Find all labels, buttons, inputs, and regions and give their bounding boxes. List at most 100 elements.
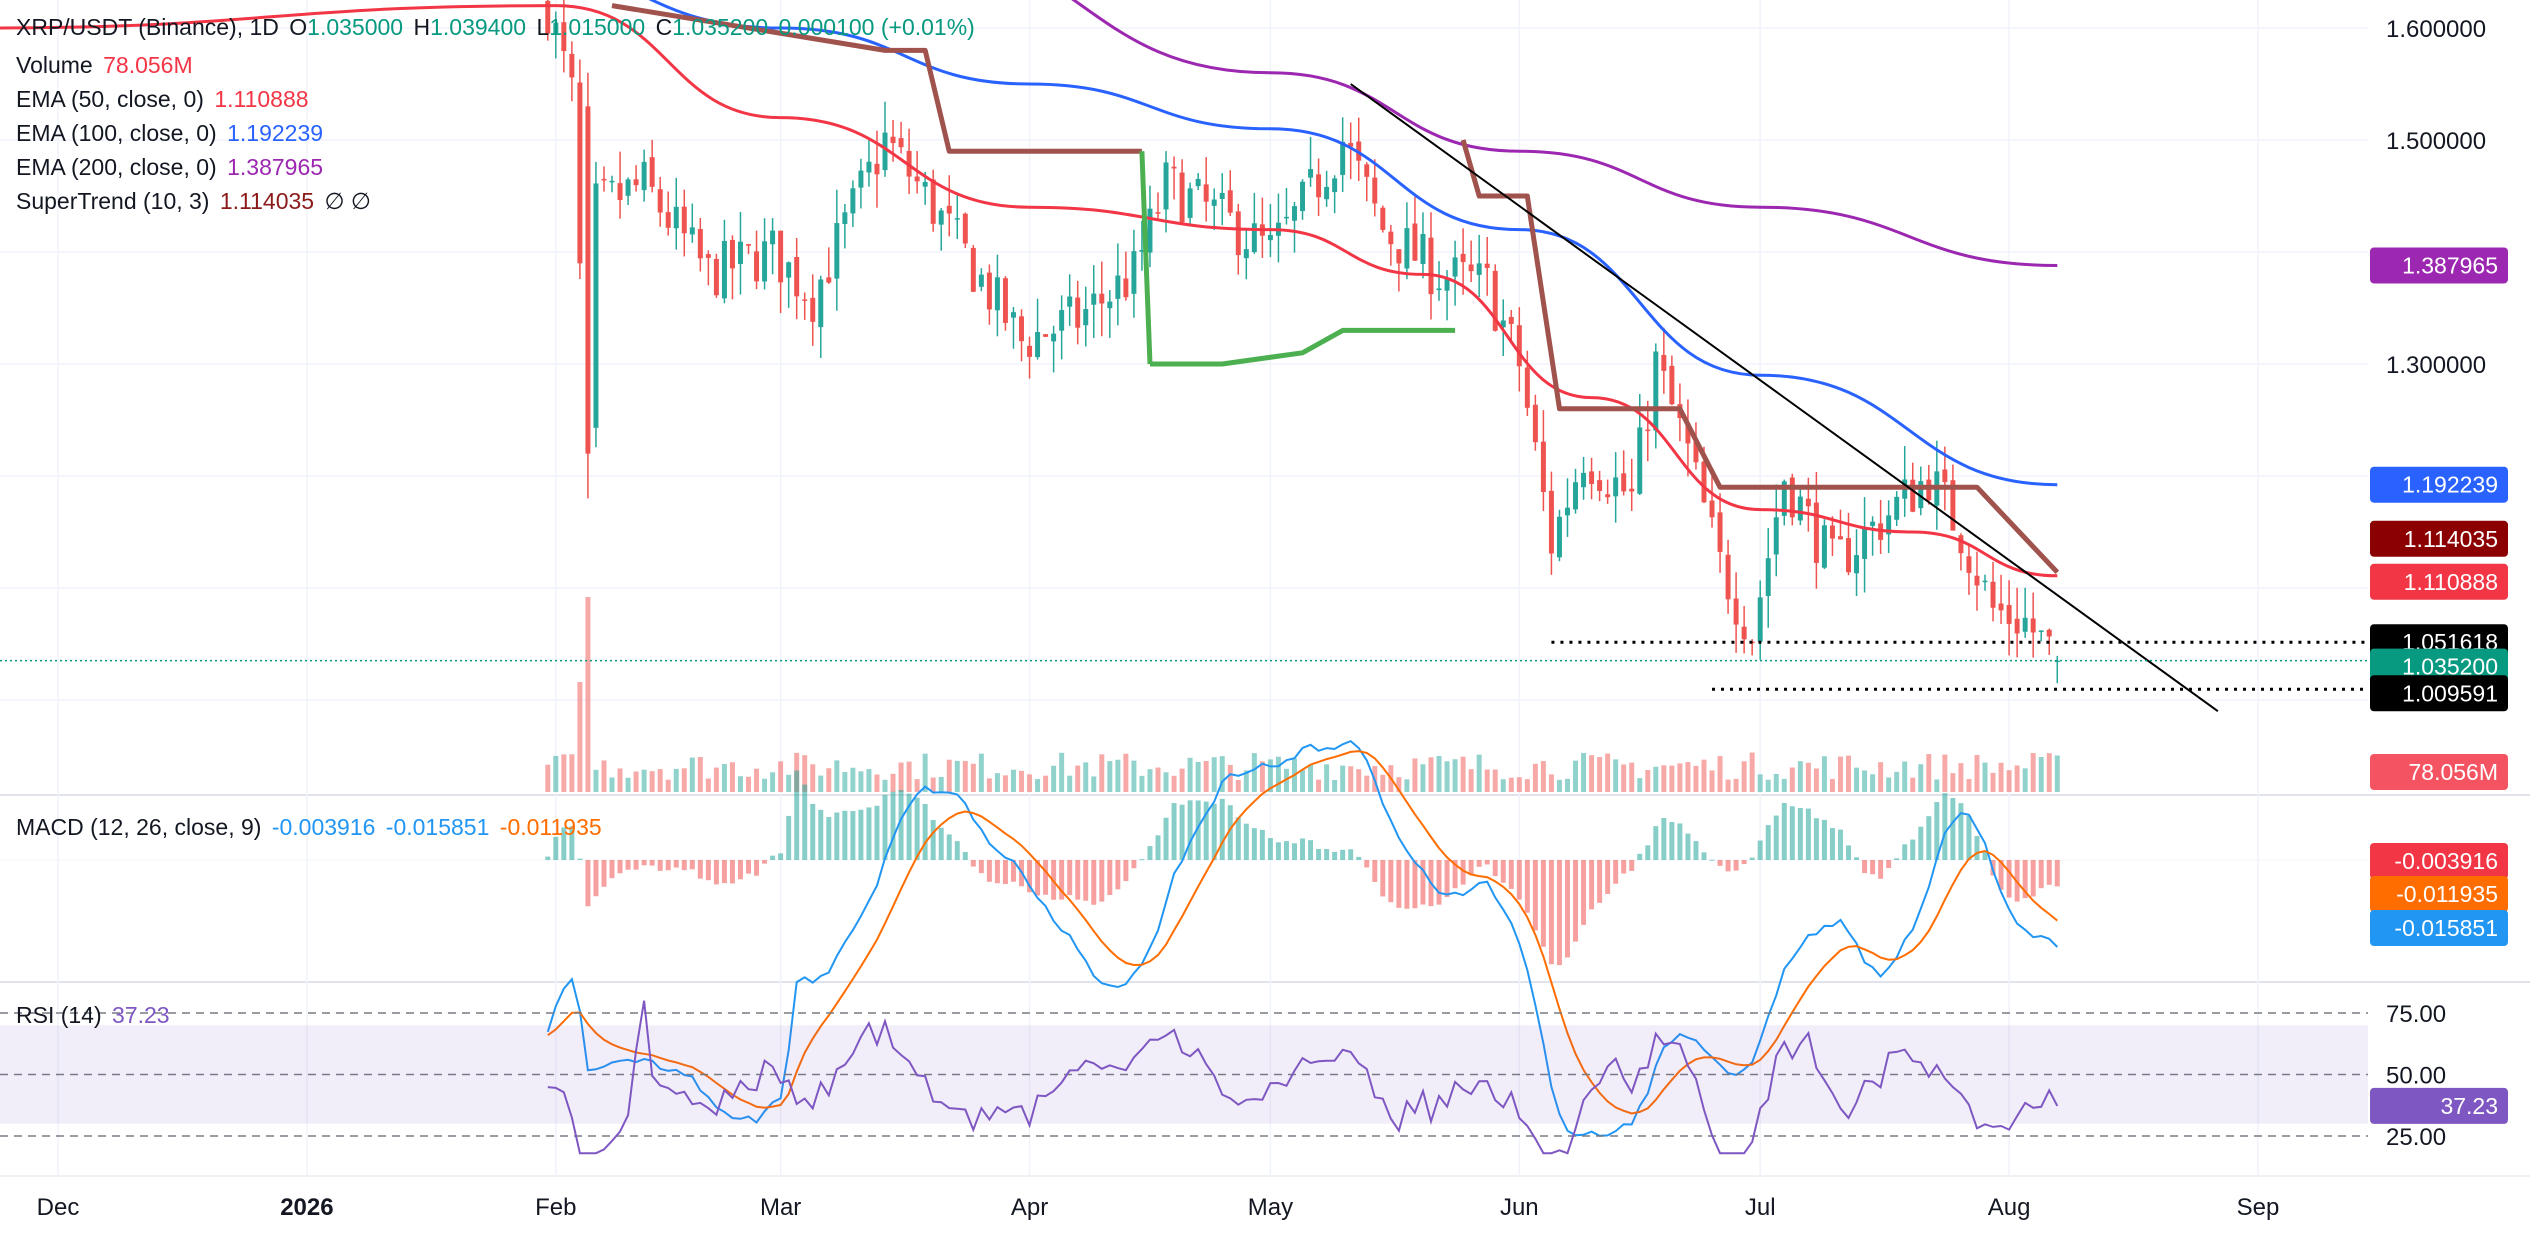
- volume-bar: [1733, 778, 1739, 792]
- volume-bar: [1797, 761, 1803, 792]
- legend-macd[interactable]: MACD (12, 26, close, 9) -0.003916 -0.015…: [16, 814, 606, 841]
- macd-histogram-bar: [1010, 860, 1016, 882]
- candle-body: [1573, 482, 1579, 510]
- macd-pane[interactable]: [0, 739, 2368, 1137]
- volume-badge-text: 78.056M: [2408, 759, 2498, 785]
- support-badge: [2370, 675, 2508, 712]
- macd-histogram-bar: [1805, 808, 1811, 860]
- candle-body: [1010, 312, 1016, 318]
- volume-bar: [1171, 775, 1177, 792]
- volume-bar: [633, 771, 639, 792]
- volume-bar: [890, 773, 896, 792]
- legend-ema50[interactable]: EMA (50, close, 0) 1.110888: [16, 86, 313, 113]
- candle-body: [778, 230, 784, 283]
- ema200-badge: [2370, 247, 2508, 284]
- candle-body: [754, 251, 760, 282]
- volume-bar: [1059, 752, 1065, 792]
- candle-body: [2054, 660, 2060, 663]
- macd-histogram-bar: [1934, 802, 1940, 860]
- candle-body: [585, 106, 591, 454]
- candle-body: [1091, 293, 1097, 305]
- candle-body: [1147, 208, 1153, 253]
- macd-histogram-bar: [1693, 841, 1699, 860]
- volume-bar: [786, 774, 792, 792]
- macd-histogram-bar: [1958, 803, 1964, 860]
- macd-label: MACD (12, 26, close, 9): [16, 814, 262, 840]
- volume-bar: [1235, 779, 1241, 792]
- volume-bar: [729, 762, 735, 792]
- ema200-label: EMA (200, close, 0): [16, 154, 217, 180]
- close-value: 1.035200: [672, 14, 769, 40]
- legend-volume[interactable]: Volume 78.056M: [16, 52, 197, 79]
- volume-bar: [746, 776, 751, 792]
- macd-histogram-bar: [1741, 860, 1747, 865]
- candle-body: [1669, 365, 1675, 405]
- macd-histogram-bar: [1532, 860, 1538, 931]
- candle-body: [737, 241, 743, 265]
- macd-histogram-bar: [1147, 846, 1153, 860]
- macd-histogram-bar: [762, 860, 768, 864]
- macd-histogram-bar: [1380, 860, 1386, 897]
- volume-bar: [1605, 753, 1611, 792]
- macd-histogram-bar: [1565, 860, 1570, 958]
- candle-body: [697, 229, 703, 259]
- macd-histogram-bar: [1235, 817, 1241, 860]
- volume-bar: [1886, 777, 1892, 792]
- macd-histogram-bar: [1701, 852, 1707, 860]
- legend-supertrend[interactable]: SuperTrend (10, 3) 1.114035 ∅ ∅: [16, 188, 375, 215]
- candle-body: [1243, 249, 1249, 259]
- candle-body: [2022, 617, 2028, 632]
- candle-body: [1854, 555, 1860, 574]
- volume-bar: [1982, 762, 1988, 792]
- macd-signal-value: -0.015851: [385, 814, 490, 840]
- candle-body: [713, 258, 719, 296]
- volume-bar: [1444, 761, 1450, 792]
- legend-rsi[interactable]: RSI (14) 37.23: [16, 1002, 174, 1029]
- macd-histogram-bar: [1195, 800, 1201, 860]
- macd-hist-badge: [2370, 876, 2508, 912]
- macd-histogram-bar: [625, 860, 631, 870]
- candle-body: [1637, 427, 1643, 494]
- ema100-badge: [2370, 466, 2508, 503]
- candle-body: [1693, 441, 1699, 463]
- price-pane[interactable]: [0, 0, 2368, 792]
- ema50-badge: [2370, 563, 2508, 600]
- volume-bar: [1300, 769, 1306, 792]
- macd-histogram-bar: [1099, 860, 1105, 902]
- candle-body: [762, 241, 768, 282]
- macd-histogram-bar: [1227, 805, 1233, 860]
- macd-histogram-bar: [1653, 826, 1659, 860]
- rsi-line: [547, 1000, 2059, 1155]
- candle-body: [1629, 488, 1635, 492]
- candle-body: [569, 53, 575, 78]
- ema100-badge-text: 1.192239: [2402, 472, 2498, 498]
- macd-histogram-bar: [1629, 860, 1635, 871]
- macd-histogram-bar: [617, 860, 623, 874]
- volume-bar: [1717, 756, 1723, 792]
- macd-histogram-bar: [737, 860, 743, 880]
- macd-histogram-bar: [545, 856, 551, 860]
- volume-bar: [1565, 778, 1570, 792]
- legend-ema200[interactable]: EMA (200, close, 0) 1.387965: [16, 154, 327, 181]
- volume-bar: [914, 779, 920, 792]
- candle-body: [1701, 461, 1707, 503]
- macd-histogram-bar: [697, 860, 703, 879]
- time-axis-label: May: [1248, 1194, 1293, 1221]
- rsi-pane[interactable]: [0, 1000, 2368, 1155]
- legend-ema100[interactable]: EMA (100, close, 0) 1.192239: [16, 120, 327, 147]
- candle-body: [818, 279, 824, 328]
- rsi-badge: [2370, 1087, 2508, 1124]
- macd-histogram-bar: [842, 810, 848, 860]
- volume-bar: [1476, 754, 1482, 792]
- volume-bar: [2014, 765, 2020, 792]
- candle-body: [681, 206, 687, 234]
- candle-body: [1428, 237, 1434, 295]
- candle-body: [1115, 275, 1121, 299]
- volume-bar: [850, 767, 856, 792]
- candle-body: [1388, 231, 1394, 245]
- macd-histogram-bar: [601, 860, 607, 887]
- candle-body: [1420, 233, 1426, 264]
- volume-bar: [1581, 752, 1587, 792]
- macd-histogram-bar: [1155, 835, 1161, 860]
